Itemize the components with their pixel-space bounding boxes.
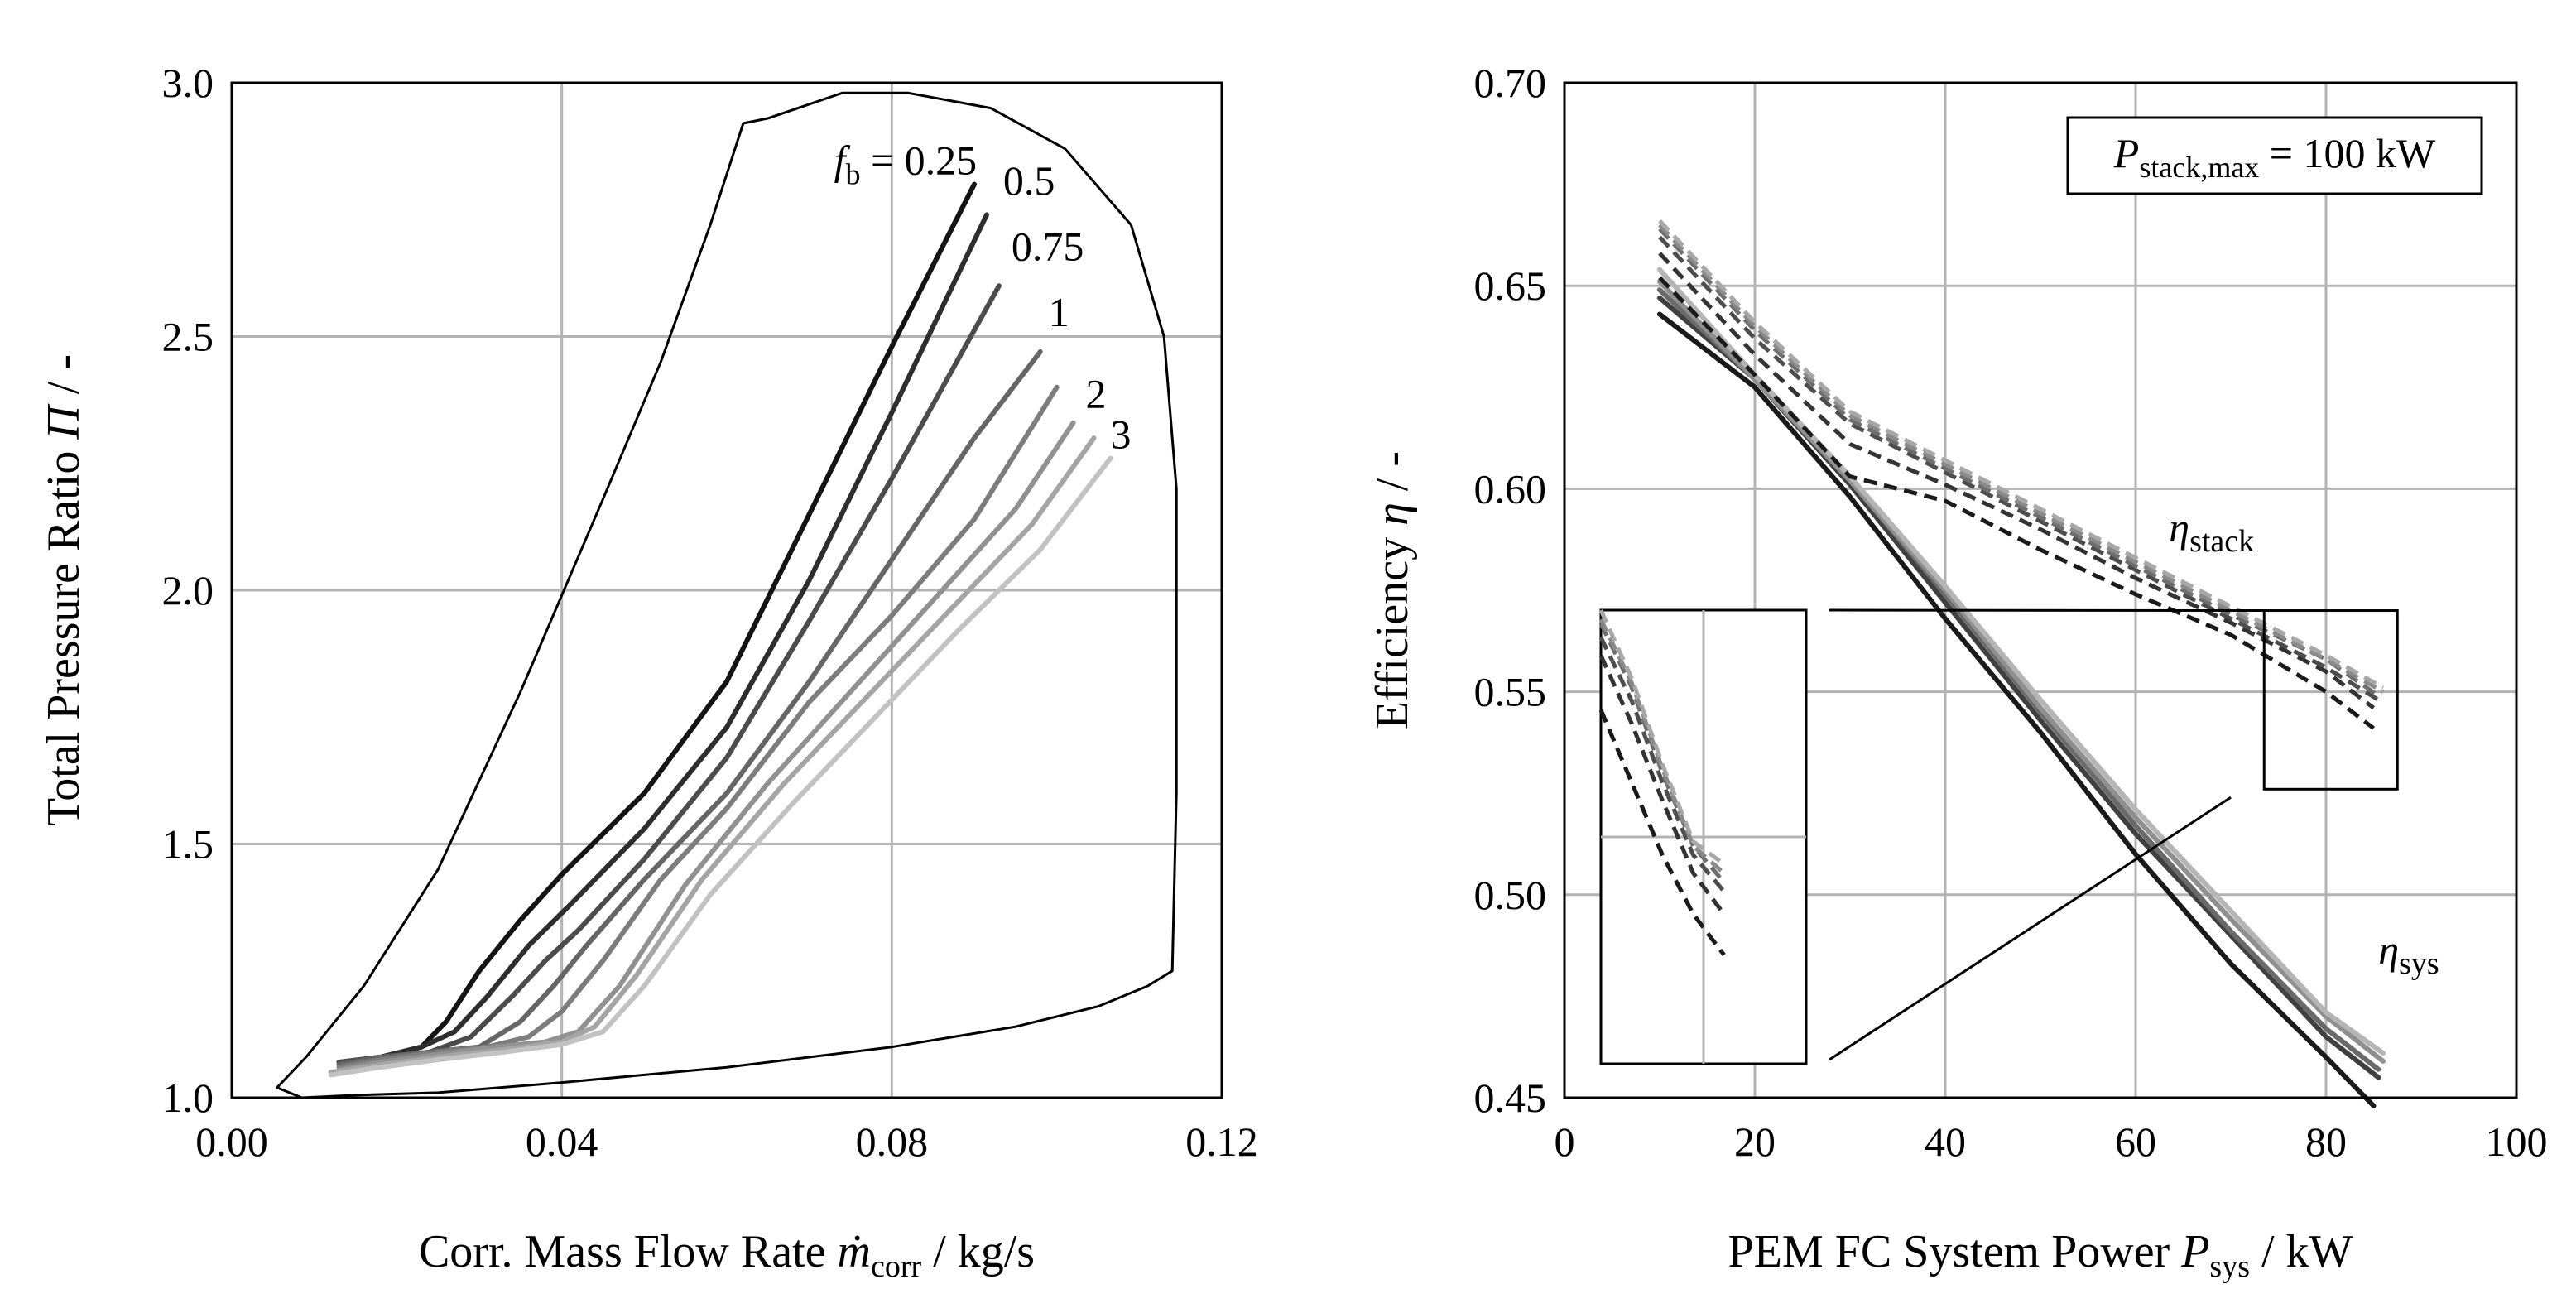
inset-series-line: [1598, 618, 1726, 875]
left-x-axis-label: Corr. Mass Flow Rate ṁcorr / kg/s: [419, 1226, 1035, 1284]
left-y-axis-label-unit: / -: [38, 354, 89, 406]
curve-annotation: fb = 0.25: [834, 137, 978, 190]
curve-annotation: 1: [1049, 289, 1069, 335]
right-y-axis-label-symbol: η: [1367, 503, 1418, 526]
zoom-connector-line: [1829, 608, 2265, 613]
legend-sub: stack,max: [2139, 151, 2259, 184]
left-curve-annotations: fb = 0.25 0.5 0.75 123: [834, 137, 1132, 457]
right-y-tick-label: 0.65: [1474, 262, 1547, 309]
right-series-group: [1657, 219, 2386, 1108]
inset-series-line: [1598, 709, 1726, 957]
right-y-tick-label: 0.50: [1474, 872, 1547, 918]
map-boundary-line: [276, 91, 1178, 1099]
left-x-tick-label: 0.04: [526, 1118, 598, 1165]
stack-max-legend-box: Pstack,max = 100 kW: [2066, 116, 2483, 195]
curve-annotation: 2: [1086, 370, 1107, 416]
left-x-axis-label-unit: / kg/s: [921, 1226, 1035, 1277]
legend-box-text: Pstack,max = 100 kW: [2113, 130, 2436, 184]
curve-annotation: 0.75: [1012, 224, 1084, 270]
right-y-tick-label: 0.55: [1474, 669, 1547, 715]
eta-sys-symbol: η: [2378, 926, 2399, 973]
stack-efficiency-line: [1658, 276, 2376, 730]
right-zoom-indicator: [1829, 608, 2399, 1061]
right-y-tick-label: 0.70: [1474, 60, 1547, 106]
left-x-tick-label: 0.08: [856, 1118, 929, 1165]
sys-efficiency-line: [1657, 267, 2386, 1056]
left-x-tick-label: 0.00: [195, 1118, 268, 1165]
left-y-tick-label: 1.5: [162, 821, 214, 868]
right-inset-plot: [1598, 608, 1808, 1065]
inset-series-line: [1598, 654, 1726, 916]
inset-series-line: [1598, 636, 1726, 893]
sys-efficiency-line: [1657, 311, 2377, 1108]
series-line-f-b-0-5: [336, 212, 989, 1065]
legend-box-frame: [2066, 116, 2483, 195]
left-y-tick-label: 2.0: [162, 567, 214, 613]
right-x-tick-label: 80: [2305, 1118, 2347, 1165]
left-y-axis-label-symbol: Π: [38, 403, 89, 440]
legend-value: = 100 kW: [2259, 130, 2436, 176]
series-line-f-b-0-75: [336, 283, 1002, 1065]
right-x-tick-label: 0: [1555, 1118, 1575, 1165]
right-x-axis-label-unit: / kW: [2250, 1226, 2353, 1277]
eta-stack-sub: stack: [2189, 524, 2254, 559]
right-x-axis-label-symbol: P: [2180, 1226, 2209, 1277]
right-x-axis-label-prefix: PEM FC System Power: [1728, 1226, 2182, 1277]
series-line-f-b-1-5: [336, 384, 1060, 1070]
annotation-sub: b: [845, 157, 860, 190]
left-series-group: [328, 181, 1113, 1078]
eta-sys-sub: sys: [2399, 946, 2439, 981]
right-x-tick-label: 60: [2115, 1118, 2156, 1165]
left-y-tick-label: 2.5: [162, 314, 214, 360]
curve-annotation: 3: [1110, 411, 1131, 457]
series-line-f-b-1: [336, 349, 1043, 1068]
right-x-tick-label: 100: [2486, 1118, 2548, 1165]
stack-efficiency-line: [1658, 219, 2385, 690]
series-line-f-b-2-5: [328, 435, 1097, 1075]
right-x-tick-label: 20: [1734, 1118, 1776, 1165]
efficiency-chart: 0 20 40 60 80 100 0.45 0.50 0.55 0.60 0.65 0.70 Ps…: [1367, 60, 2548, 1284]
zoom-connector-line: [1829, 796, 2232, 1061]
right-x-axis-label: PEM FC System Power Psys / kW: [1728, 1226, 2353, 1284]
series-line-f-b-3: [328, 455, 1113, 1078]
left-map-boundary: [276, 91, 1178, 1099]
legend-symbol: P: [2113, 130, 2140, 176]
stack-efficiency-line: [1658, 235, 2380, 702]
eta-stack-label: ηstack: [2169, 504, 2254, 559]
left-x-tick-label: 0.12: [1185, 1118, 1258, 1165]
series-line-f-b-2: [336, 420, 1076, 1073]
right-y-axis-label-unit: / -: [1367, 451, 1418, 503]
compressor-map-chart: 0.00 0.04 0.08 0.12 1.0 1.5 2.0 2.5 3.0 fb = 0.…: [38, 60, 1258, 1284]
left-plot-frame: [230, 81, 1223, 1099]
zoom-region-box: [2262, 609, 2399, 791]
left-x-tick-labels: 0.00 0.04 0.08 0.12: [195, 1118, 1258, 1165]
left-x-axis-label-prefix: Corr. Mass Flow Rate: [419, 1226, 838, 1277]
left-x-axis-label-symbol: ṁ: [838, 1226, 871, 1277]
right-y-axis-label-prefix: Efficiency: [1367, 526, 1418, 729]
inset-series-line: [1598, 608, 1726, 866]
right-x-tick-labels: 0 20 40 60 80 100: [1555, 1118, 2548, 1165]
left-y-axis-label: Total Pressure Ratio Π / -: [38, 354, 89, 826]
right-x-axis-label-sub: sys: [2209, 1249, 2250, 1284]
sys-efficiency-line: [1657, 279, 2386, 1064]
left-x-axis-label-sub: corr: [871, 1249, 922, 1284]
left-y-tick-labels: 1.0 1.5 2.0 2.5 3.0: [162, 60, 214, 1121]
stack-efficiency-line: [1658, 223, 2385, 694]
left-y-axis-label-prefix: Total Pressure Ratio: [38, 440, 89, 826]
eta-sys-label: ηsys: [2378, 926, 2439, 981]
left-y-tick-label: 3.0: [162, 60, 214, 106]
right-y-tick-label: 0.60: [1474, 465, 1547, 512]
right-y-tick-label: 0.45: [1474, 1075, 1547, 1121]
right-y-axis-label: Efficiency η / -: [1367, 451, 1418, 729]
stack-efficiency-line: [1658, 252, 2376, 710]
annotation-value: = 0.25: [860, 137, 977, 183]
right-y-tick-labels: 0.45 0.50 0.55 0.60 0.65 0.70: [1474, 60, 1547, 1121]
left-y-tick-label: 1.0: [162, 1075, 214, 1121]
curve-annotation: 0.5: [1003, 157, 1055, 204]
right-x-tick-label: 40: [1925, 1118, 1966, 1165]
right-plot-frame: [1563, 81, 2518, 1099]
eta-stack-symbol: η: [2169, 504, 2189, 551]
